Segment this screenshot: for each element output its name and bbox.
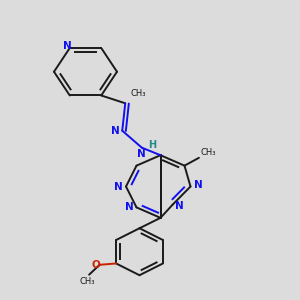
Text: CH₃: CH₃: [80, 277, 95, 286]
Text: N: N: [194, 180, 202, 190]
Text: H: H: [148, 140, 156, 149]
Text: CH₃: CH₃: [200, 148, 216, 157]
Text: N: N: [137, 149, 146, 159]
Text: N: N: [175, 201, 184, 211]
Text: N: N: [114, 182, 123, 191]
Text: N: N: [63, 41, 72, 51]
Text: CH₃: CH₃: [131, 88, 146, 98]
Text: O: O: [92, 260, 100, 270]
Text: N: N: [124, 202, 134, 212]
Text: N: N: [111, 126, 120, 136]
